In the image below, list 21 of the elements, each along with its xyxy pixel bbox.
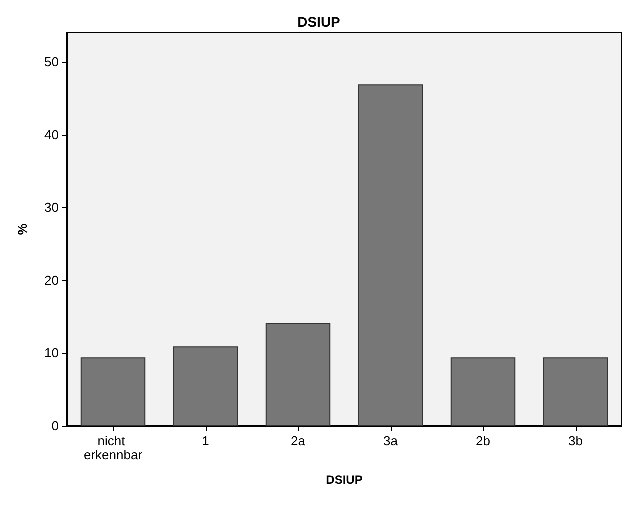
bar xyxy=(358,84,424,426)
x-tick-label: 1 xyxy=(202,434,210,448)
y-tick-label: 0 xyxy=(52,418,59,434)
bar xyxy=(450,358,516,426)
y-tick-label: 20 xyxy=(44,272,59,288)
y-tick-label: 50 xyxy=(44,54,59,70)
chart-title: DSIUP xyxy=(298,14,340,30)
x-tick-label: 3b xyxy=(568,434,583,448)
bar xyxy=(173,346,238,426)
y-axis-title: % xyxy=(15,223,30,236)
y-tick-label: 10 xyxy=(44,346,59,361)
bar xyxy=(543,358,608,426)
y-tick-label: 30 xyxy=(44,200,59,216)
y-tick-label: 40 xyxy=(44,127,59,142)
x-tick-label: nicht erkennbar xyxy=(84,434,144,462)
x-tick-label: 2a xyxy=(291,434,306,448)
x-tick-label: 3a xyxy=(384,434,399,448)
bar xyxy=(80,358,146,426)
x-tick-label: 2b xyxy=(476,434,490,448)
x-axis-title: DSIUP xyxy=(326,473,363,487)
bar xyxy=(266,323,331,426)
